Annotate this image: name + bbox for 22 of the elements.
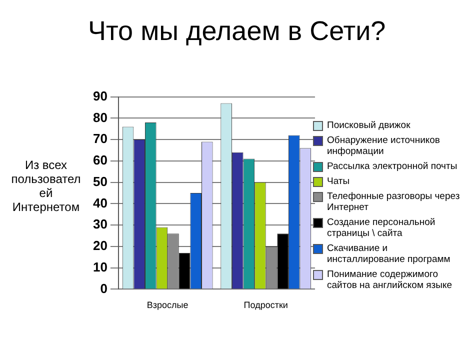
legend-label: Поисковый движок bbox=[327, 120, 410, 131]
y-tick-label: 20 bbox=[92, 238, 108, 254]
legend-label: Телефонные разговоры через Интернет bbox=[327, 191, 461, 213]
y-tick-label: 60 bbox=[92, 152, 108, 168]
legend-label: Рассылка электронной почты bbox=[327, 161, 458, 172]
y-tick-label: 50 bbox=[92, 174, 108, 189]
legend-label: Чаты bbox=[327, 176, 350, 187]
legend-label: Скачивание и инсталлирование программ bbox=[327, 243, 452, 265]
y-tick-label: 40 bbox=[92, 195, 108, 210]
legend-label: Создание персональной страницы \ сайта bbox=[327, 217, 436, 239]
y-tick-label: 80 bbox=[92, 110, 108, 125]
y-tick-label: 0 bbox=[100, 280, 108, 296]
legend-label: Понимание содержимого сайтов на английском языке bbox=[327, 269, 454, 291]
y-tick-label: 10 bbox=[92, 259, 108, 274]
x-tick-label: Взрослые bbox=[146, 300, 188, 310]
y-tick-label: 90 bbox=[92, 88, 108, 104]
chart-title: Что мы делаем в Сети? bbox=[88, 16, 386, 47]
x-tick-label: Подростки bbox=[244, 300, 288, 310]
y-tick-label: 70 bbox=[92, 131, 108, 146]
legend-label: Обнаружение источников информации bbox=[327, 135, 441, 157]
y-axis-title: Из всех пользователей Интернетом bbox=[10, 158, 82, 214]
y-tick-label: 30 bbox=[92, 216, 108, 232]
